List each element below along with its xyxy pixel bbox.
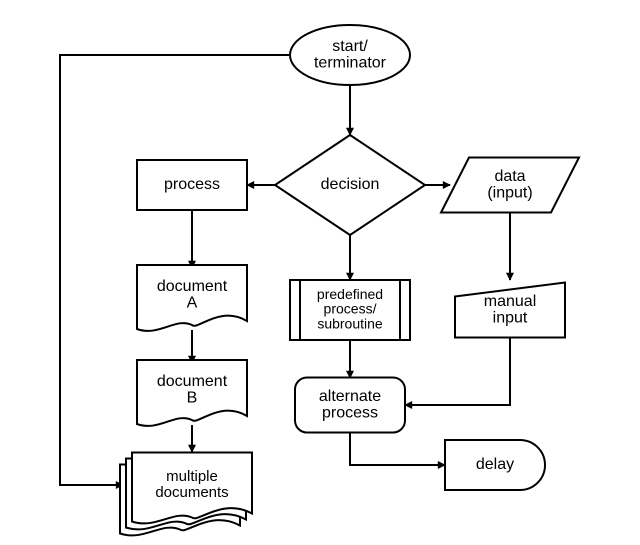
node-label: process [164,176,220,193]
edge-altproc-delay [350,433,445,465]
node-label: subroutine [317,315,383,331]
node-label: predefined [317,286,383,302]
node-label: documents [155,484,228,501]
node-label: decision [321,176,380,193]
node-label: manual [484,293,536,310]
node-multidoc: multipledocuments [120,453,252,536]
node-label: process [322,405,378,422]
node-predef: predefinedprocess/subroutine [290,280,410,340]
node-label: B [187,390,198,407]
node-docA: documentA [137,265,247,331]
node-manual: manualinput [455,283,565,338]
edge-manual-altproc [405,338,510,405]
node-label: document [157,278,228,295]
node-label: terminator [314,55,387,72]
node-label: process/ [324,301,377,317]
node-label: multiple [166,468,218,485]
node-start: start/terminator [290,25,410,85]
node-docB: documentB [137,360,247,426]
node-label: data [494,168,525,185]
node-decision: decision [275,135,425,235]
node-label: start/ [332,38,368,55]
node-label: input [493,310,528,327]
node-process: process [137,160,247,210]
node-label: document [157,373,228,390]
node-delay: delay [445,440,545,490]
node-data: data(input) [441,158,579,213]
node-label: A [187,295,198,312]
node-altproc: alternateprocess [295,378,405,433]
node-label: (input) [487,185,532,202]
node-label: alternate [319,388,381,405]
node-label: delay [476,456,514,473]
